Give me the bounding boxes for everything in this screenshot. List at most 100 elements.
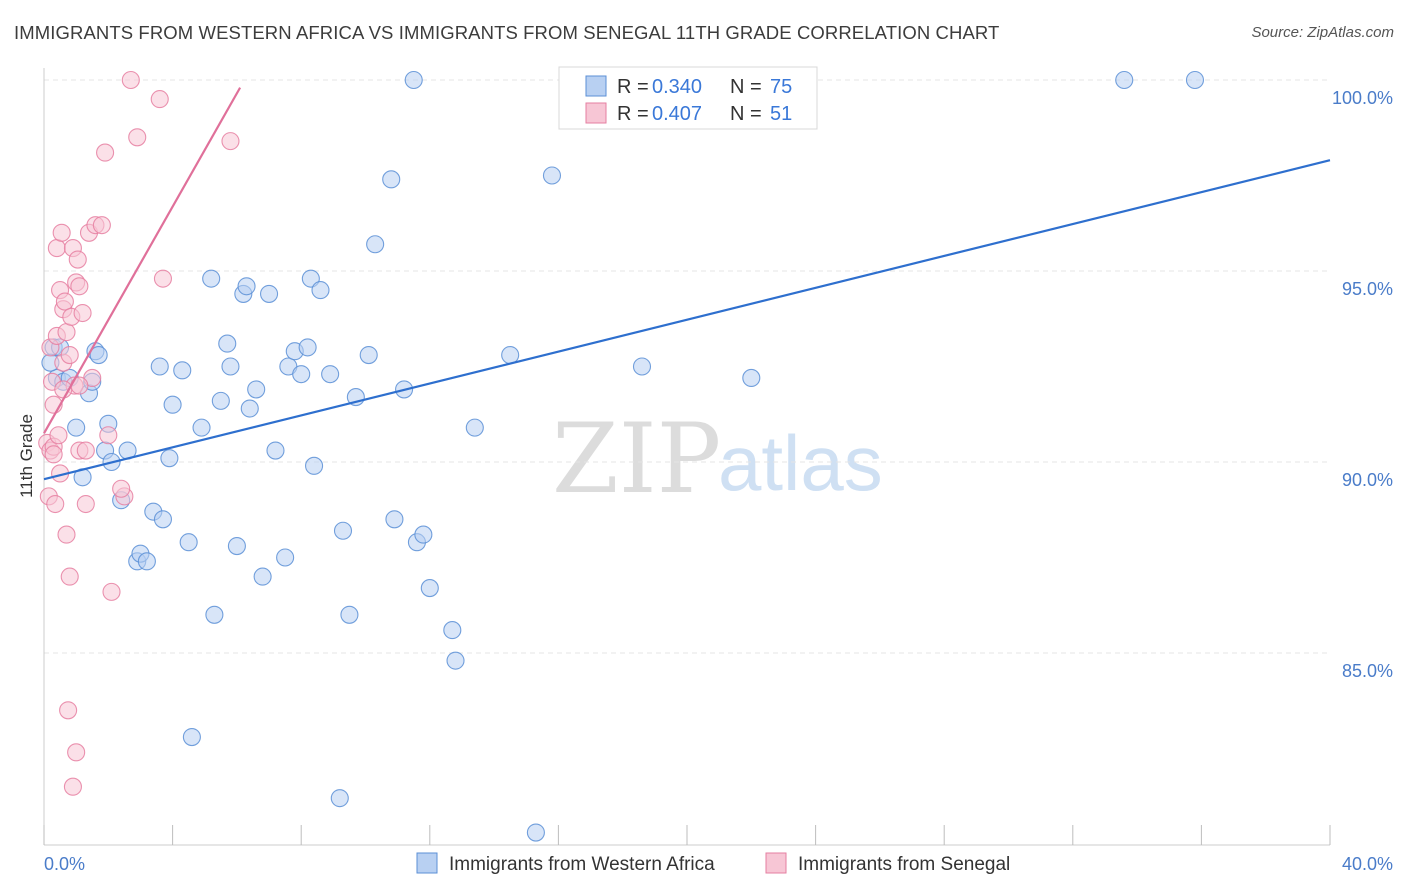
- legend-r-label-1: R =: [617, 76, 649, 98]
- data-point: [121, 70, 140, 90]
- chart-source: Source: ZipAtlas.com: [1251, 24, 1394, 41]
- legend-n-label-2: N =: [730, 103, 762, 125]
- stats-legend: R = 0.340 N = 75 R = 0.407 N = 51: [558, 66, 818, 130]
- data-point: [382, 170, 401, 189]
- data-point: [333, 521, 353, 540]
- data-point: [150, 90, 169, 109]
- bottom-legend-label-senegal: Immigrants from Senegal: [798, 854, 1010, 875]
- data-point: [44, 445, 63, 464]
- legend-n-value-1: 75: [770, 76, 792, 98]
- trend-line-western-africa: [43, 159, 1331, 481]
- data-point: [153, 510, 173, 529]
- data-point: [73, 303, 92, 323]
- data-point: [57, 323, 76, 342]
- data-point: [179, 533, 198, 552]
- x-tick-label-min: 0.0%: [44, 854, 85, 874]
- data-point: [63, 777, 82, 796]
- data-point: [446, 651, 465, 670]
- data-point: [292, 365, 311, 384]
- data-point: [128, 128, 147, 147]
- data-point: [192, 418, 211, 437]
- data-point: [240, 399, 259, 418]
- data-point: [202, 269, 221, 288]
- data-point: [253, 567, 272, 586]
- data-point: [321, 365, 340, 384]
- bottom-legend-label-western-africa: Immigrants from Western Africa: [449, 854, 715, 875]
- data-point: [92, 216, 111, 235]
- data-point: [60, 567, 79, 586]
- data-point: [67, 418, 86, 437]
- series-senegal: [38, 70, 240, 796]
- data-point: [160, 449, 179, 468]
- data-point: [76, 494, 95, 514]
- data-point: [542, 166, 562, 185]
- data-point: [330, 789, 349, 808]
- trend-line-senegal: [43, 87, 242, 434]
- data-point: [89, 345, 108, 365]
- data-point: [205, 605, 224, 624]
- data-point: [173, 361, 192, 380]
- legend-r-label-2: R =: [617, 103, 649, 125]
- bottom-legend-swatch-western-africa: [416, 852, 438, 874]
- x-ticks: [43, 825, 1331, 845]
- data-point: [46, 494, 65, 514]
- data-point: [59, 701, 78, 720]
- data-point: [76, 441, 95, 460]
- data-point: [55, 292, 74, 311]
- data-point: [632, 357, 652, 376]
- data-point: [259, 284, 279, 303]
- data-point: [298, 338, 317, 357]
- data-points: [38, 70, 1205, 842]
- data-point: [465, 418, 484, 437]
- y-tick-labels: 85.0% 90.0% 95.0% 100.0%: [1332, 88, 1393, 681]
- watermark: ZIP atlas: [552, 403, 883, 515]
- legend-swatch-senegal: [585, 102, 607, 124]
- bottom-legend-swatch-senegal: [765, 852, 787, 874]
- legend-r-value-2: 0.407: [652, 103, 702, 125]
- data-point: [60, 345, 79, 365]
- data-point: [385, 510, 404, 529]
- data-point: [305, 456, 324, 475]
- watermark-atlas: atlas: [718, 419, 883, 507]
- data-point: [112, 479, 131, 498]
- data-point: [404, 70, 423, 90]
- data-point: [221, 132, 240, 151]
- data-point: [182, 727, 201, 747]
- data-point: [1115, 70, 1134, 90]
- data-point: [70, 277, 89, 296]
- data-point: [102, 582, 121, 601]
- data-point: [237, 277, 256, 296]
- chart-title: IMMIGRANTS FROM WESTERN AFRICA VS IMMIGR…: [14, 22, 1000, 43]
- watermark-zip: ZIP: [552, 403, 721, 515]
- data-point: [49, 426, 68, 445]
- y-tick-label: 95.0%: [1342, 279, 1393, 299]
- data-point: [414, 525, 433, 544]
- y-axis-label: 11th Grade: [17, 414, 36, 498]
- data-point: [99, 426, 118, 445]
- data-point: [68, 250, 87, 269]
- data-point: [57, 525, 76, 544]
- data-point: [443, 621, 462, 640]
- data-point: [211, 391, 230, 410]
- data-point: [52, 223, 71, 242]
- data-point: [137, 552, 156, 571]
- data-point: [1185, 70, 1205, 90]
- data-point: [67, 743, 86, 762]
- data-point: [359, 345, 378, 365]
- data-point: [340, 605, 359, 624]
- data-point: [276, 548, 295, 567]
- data-point: [311, 281, 330, 300]
- data-point: [163, 395, 182, 414]
- data-point: [153, 269, 173, 288]
- data-point: [266, 441, 285, 460]
- data-point: [526, 823, 545, 842]
- legend-n-value-2: 51: [770, 103, 792, 125]
- data-point: [96, 143, 115, 162]
- data-point: [742, 368, 761, 388]
- data-point: [221, 357, 240, 376]
- series-legend: Immigrants from Western Africa Immigrant…: [416, 852, 1010, 875]
- y-tick-label: 85.0%: [1342, 661, 1393, 681]
- x-tick-label-max: 40.0%: [1342, 854, 1393, 874]
- trend-lines: [43, 87, 1331, 481]
